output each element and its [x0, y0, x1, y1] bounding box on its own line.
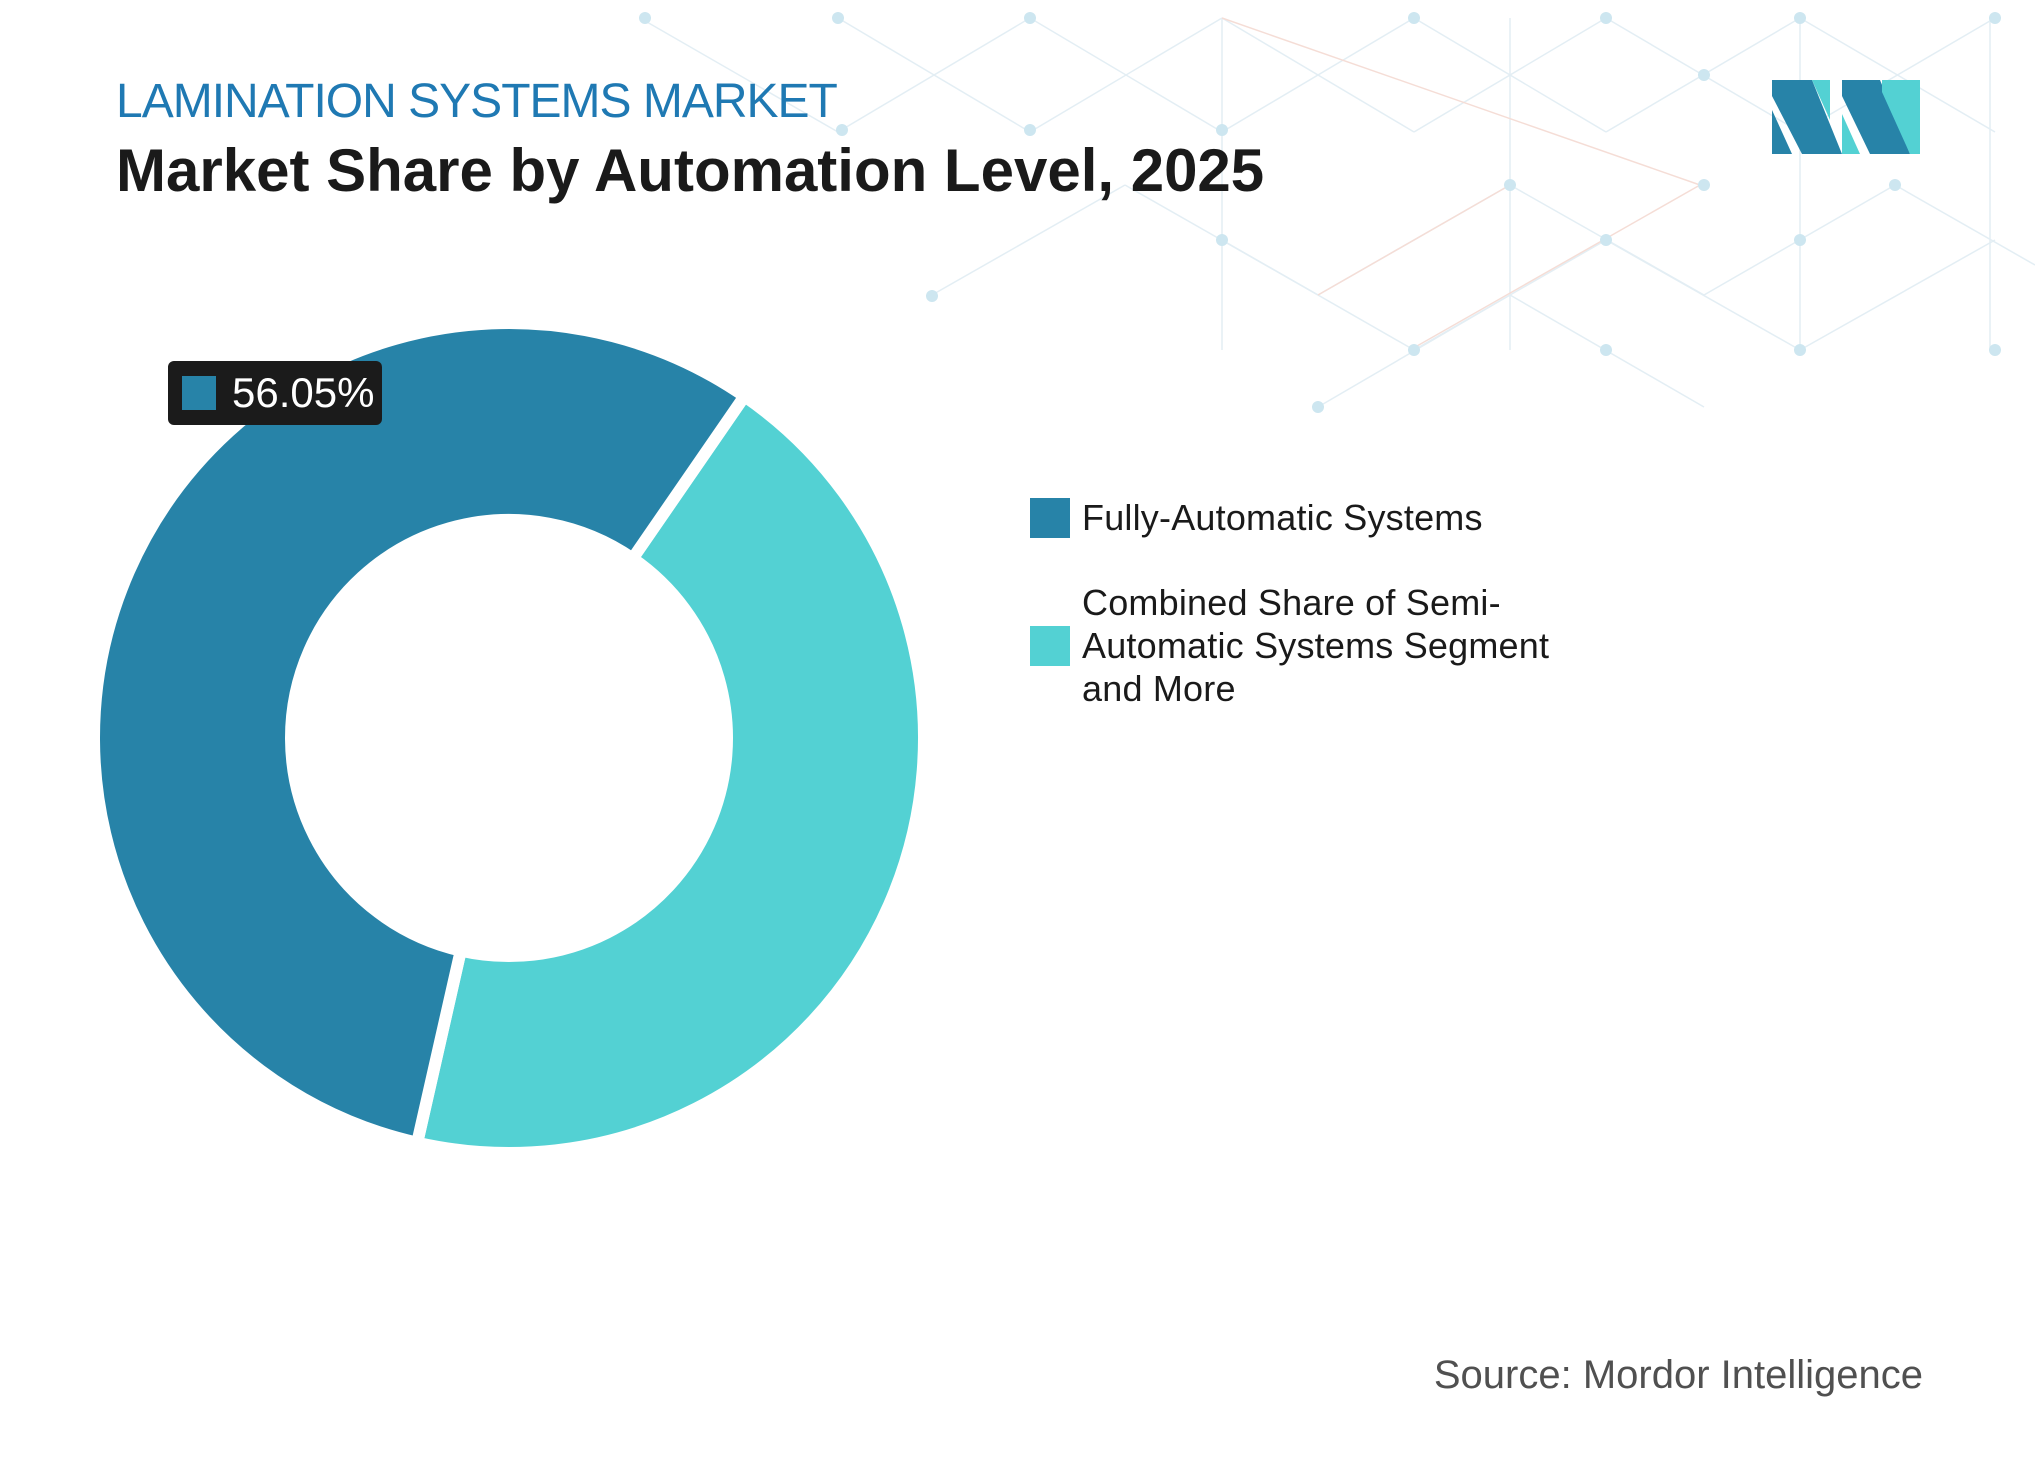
chart-subtitle: LAMINATION SYSTEMS MARKET	[116, 75, 838, 128]
donut-slices	[88, 317, 930, 1159]
data-label-fully-automatic: 56.05%	[168, 361, 383, 425]
chart-legend: Fully-Automatic Systems Combined Share o…	[1030, 496, 1650, 752]
data-label-swatch	[182, 376, 216, 410]
mordor-intelligence-logo	[1772, 80, 1920, 154]
donut-slice-fully-automatic	[88, 317, 753, 1150]
legend-label: Combined Share of Semi-Automatic Systems…	[1082, 582, 1550, 709]
chart-title: Market Share by Automation Level, 2025	[116, 137, 1265, 204]
legend-swatch	[1030, 625, 1070, 666]
chart-header: LAMINATION SYSTEMS MARKET Market Share b…	[116, 72, 1264, 210]
legend-swatch	[1030, 497, 1070, 538]
legend-item-fully-automatic: Fully-Automatic Systems	[1030, 496, 1650, 539]
source-note: Source: Mordor Intelligence	[1433, 1353, 1923, 1397]
donut-slice-semi-automatic-and-more	[410, 387, 930, 1159]
legend-item-semi-automatic-and-more: Combined Share of Semi-Automatic Systems…	[1030, 581, 1650, 710]
legend-label: Fully-Automatic Systems	[1082, 497, 1483, 538]
data-label-value: 56.05%	[232, 369, 375, 416]
